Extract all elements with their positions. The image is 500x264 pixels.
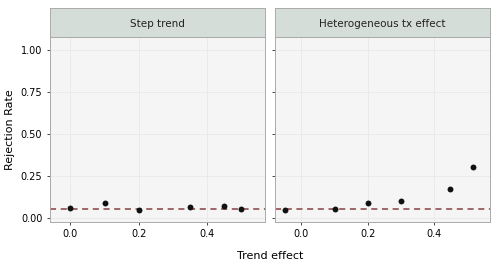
Point <box>186 205 194 209</box>
Y-axis label: Rejection Rate: Rejection Rate <box>5 89 15 170</box>
Text: Step trend: Step trend <box>130 19 185 29</box>
Point <box>100 200 108 205</box>
Point <box>220 204 228 208</box>
Point <box>364 200 372 205</box>
Point <box>396 199 404 203</box>
Point <box>281 208 289 212</box>
Point <box>470 164 478 169</box>
Point <box>330 207 338 211</box>
Point <box>237 207 245 211</box>
Point <box>446 187 454 191</box>
Point <box>134 208 142 212</box>
Text: Trend effect: Trend effect <box>237 251 303 261</box>
Point <box>66 206 74 210</box>
Text: Heterogeneous tx effect: Heterogeneous tx effect <box>320 19 446 29</box>
